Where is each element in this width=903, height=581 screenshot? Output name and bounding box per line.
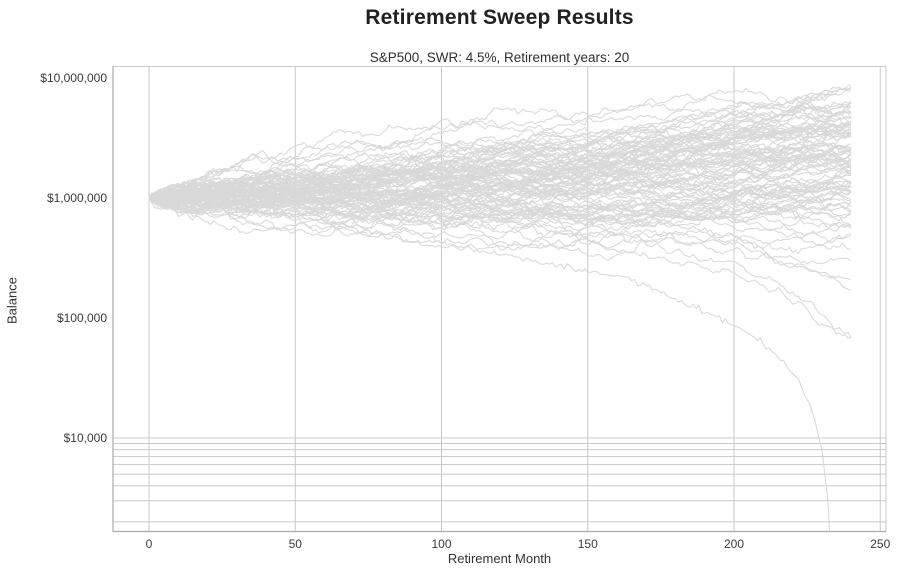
balance-path [148, 194, 852, 339]
x-tick-label: 50 [288, 537, 302, 551]
x-axis-label: Retirement Month [447, 551, 552, 566]
y-tick-label: $100,000 [56, 311, 107, 325]
balance-path [148, 129, 852, 200]
gridlines [113, 66, 886, 532]
balance-path [148, 136, 852, 208]
balance-path [148, 147, 852, 218]
balance-path [148, 179, 852, 237]
balance-path [148, 107, 852, 209]
y-tick-label: $10,000 [63, 431, 107, 445]
failed-balance-path [148, 196, 831, 532]
balance-path [148, 194, 852, 242]
balance-path [148, 181, 852, 228]
balance-path [148, 123, 852, 205]
y-axis-label: Balance [4, 277, 20, 324]
x-tick-label: 150 [577, 537, 598, 551]
x-tick-label: 0 [145, 537, 153, 551]
y-tick-label: $10,000,000 [40, 71, 107, 85]
x-tick-label: 250 [870, 537, 891, 551]
balance-path [148, 139, 852, 216]
balance-path [148, 197, 852, 291]
chart-subtitle: S&P500, SWR: 4.5%, Retirement years: 20 [369, 50, 630, 65]
balance-path [148, 156, 852, 204]
balance-path [148, 197, 852, 252]
balance-path [148, 128, 852, 199]
chart-title: Retirement Sweep Results [365, 6, 634, 29]
balance-path [148, 89, 852, 210]
balance-path [148, 87, 852, 199]
balance-path [148, 100, 852, 199]
balance-path [148, 195, 852, 231]
y-tick-label: $1,000,000 [46, 191, 107, 205]
balance-path [148, 84, 852, 200]
simulation-paths [148, 84, 852, 532]
balance-path [148, 86, 852, 199]
balance-path [148, 109, 852, 202]
balance-path [148, 167, 852, 211]
balance-path [148, 165, 852, 215]
balance-path [148, 173, 852, 232]
x-tick-label: 100 [431, 537, 452, 551]
balance-path [149, 189, 852, 240]
x-tick-label: 200 [723, 537, 745, 551]
balance-path [148, 190, 852, 237]
balance-path [148, 102, 852, 204]
